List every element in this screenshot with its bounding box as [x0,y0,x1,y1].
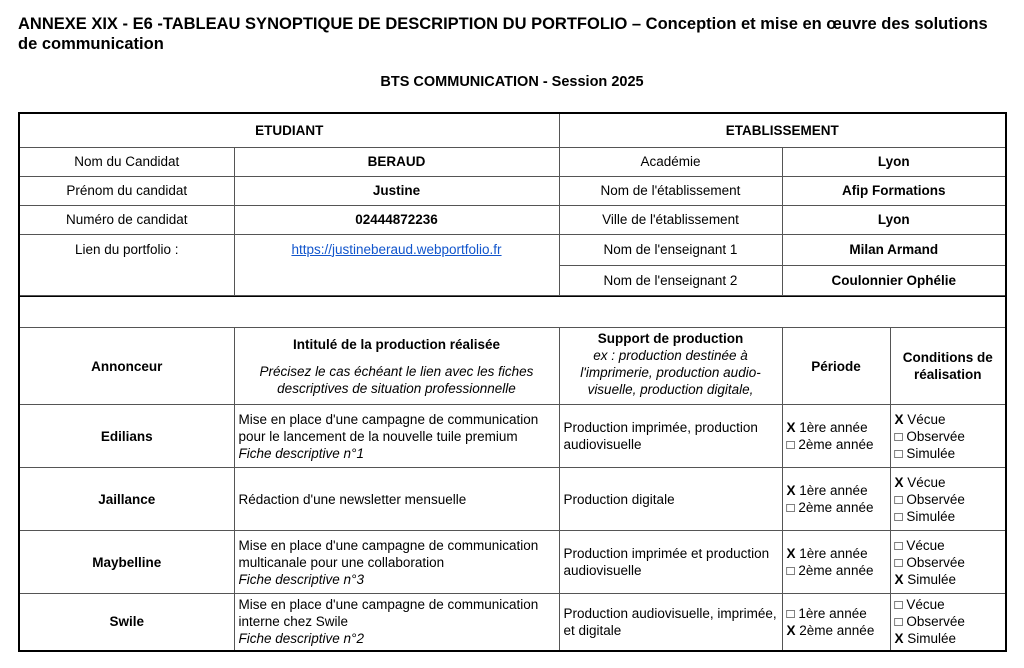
school-heading: ETABLISSEMENT [558,112,1007,148]
fiche-ref: Fiche descriptive n°1 [238,445,364,461]
session-subtitle: BTS COMMUNICATION - Session 2025 [380,74,644,90]
student-label: Lien du portfolio : [18,233,235,297]
student-value: 02444872236 [233,204,560,235]
student-value: BERAUD [233,146,560,177]
support-cell: Production imprimée et production audiov… [558,530,783,594]
table-row: Jaillance Rédaction d'une newsletter men… [18,467,1007,531]
support-cell: Production audiovisuelle, imprimée, et d… [558,593,783,651]
school-label: Ville de l'établissement [558,204,783,235]
intitule-text: Mise en place d'une campagne de communic… [238,537,539,570]
table-row: Maybelline Mise en place d'une campagne … [18,530,1007,594]
portfolio-link[interactable]: https://justineberaud.webportfolio.fr [291,241,502,257]
periode-option: □ 2ème année [786,437,874,452]
student-heading: ETUDIANT [18,112,560,148]
periode-option: □ 2ème année [786,563,874,578]
condition-option: X Vécue [894,411,946,427]
condition-option: □ Simulée [894,445,956,461]
condition-option: □ Observée [894,614,965,630]
student-label: Nom du Candidat [18,146,235,177]
school-label: Nom de l'enseignant 2 [558,264,783,297]
condition-option: X Simulée [894,571,957,587]
table-row: Edilians Mise en place d'une campagne de… [18,404,1007,468]
school-value: Lyon [781,204,1007,235]
identity-table: ETUDIANT ETABLISSEMENT Nom du Candidat BER… [18,112,1007,297]
periode-option: X 1ère année [786,483,868,498]
student-label: Numéro de candidat [18,204,235,235]
school-value: Lyon [781,146,1007,177]
productions-table: Annonceur Intitulé de la production réal… [18,295,1007,652]
header-annonceur: Annonceur [18,327,235,405]
condition-option: □ Simulée [894,508,956,524]
condition-option: X Vécue [894,474,946,490]
condition-option: □ Vécue [894,537,945,553]
fiche-ref: Fiche descriptive n°3 [238,571,364,587]
school-value: Afip Formations [781,175,1007,206]
student-label: Prénom du candidat [18,175,235,206]
school-label: Académie [558,146,783,177]
annonceur-cell: Maybelline [18,530,235,594]
condition-option: □ Observée [894,491,965,507]
periode-option: □ 2ème année [786,500,874,515]
school-value: Coulonnier Ophélie [781,264,1007,297]
periode-option: □ 1ère année [786,605,867,621]
annonceur-cell: Edilians [18,404,235,468]
support-cell: Production digitale [558,467,783,531]
header-periode: Période [781,327,891,405]
school-label: Nom de l'établissement [558,175,783,206]
condition-option: □ Observée [894,428,965,444]
header-conditions: Conditions de réalisation [889,327,1007,405]
header-intitule: Intitulé de la production réalisée [292,336,501,352]
header-support-note: ex : production destinée à l'imprimerie,… [580,348,761,397]
page-title: ANNEXE XIX - E6 -TABLEAU SYNOPTIQUE DE D… [18,15,988,53]
school-label: Nom de l'enseignant 1 [558,233,783,266]
intitule-text: Mise en place d'une campagne de communic… [238,597,539,630]
condition-option: X Simulée [894,631,957,647]
header-intitule-note: Précisez le cas échéant le lien avec les… [259,363,534,396]
intitule-text: Mise en place d'une campagne de communic… [238,411,539,444]
intitule-text: Rédaction d'une newsletter mensuelle [238,491,467,507]
annonceur-cell: Swile [18,593,235,651]
periode-option: X 1ère année [786,420,868,435]
school-value: Milan Armand [781,233,1007,266]
annonceur-cell: Jaillance [18,467,235,531]
periode-option: X 2ème année [786,622,875,638]
table-row: Swile Mise en place d'une campagne de co… [18,593,1007,651]
condition-option: □ Observée [894,554,965,570]
condition-option: □ Vécue [894,597,945,613]
student-value: Justine [233,175,560,206]
header-support: Support de production [597,331,744,346]
support-cell: Production imprimée, production audiovis… [558,404,783,468]
spacer-row [18,295,1007,328]
fiche-ref: Fiche descriptive n°2 [238,631,364,647]
periode-option: X 1ère année [786,546,868,561]
